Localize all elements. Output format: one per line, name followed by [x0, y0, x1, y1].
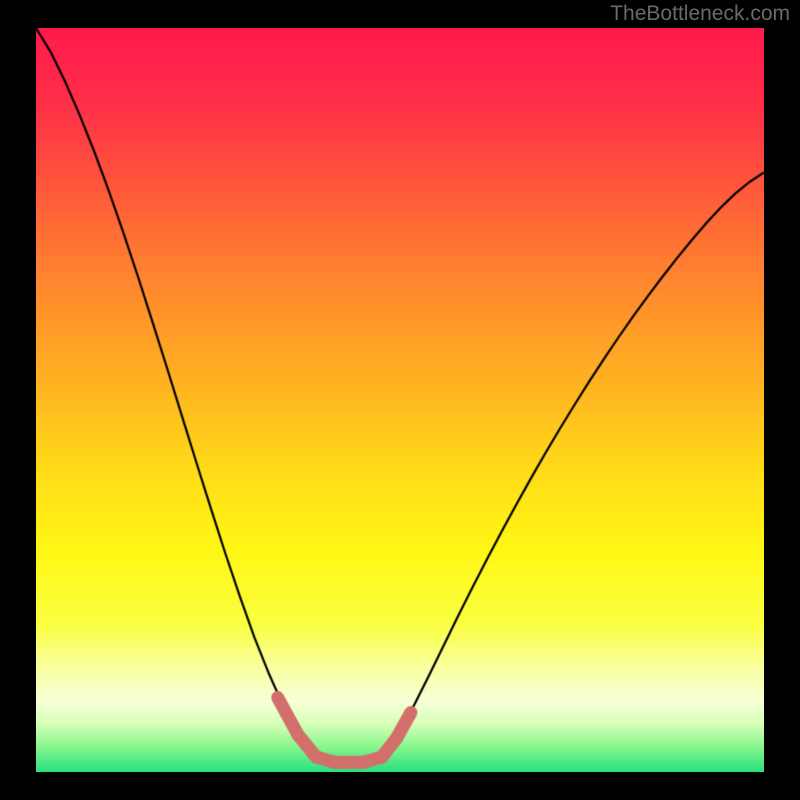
chart-stage: TheBottleneck.com: [0, 0, 800, 800]
watermark-text: TheBottleneck.com: [610, 2, 790, 26]
bottleneck-curve-chart: [36, 28, 764, 772]
